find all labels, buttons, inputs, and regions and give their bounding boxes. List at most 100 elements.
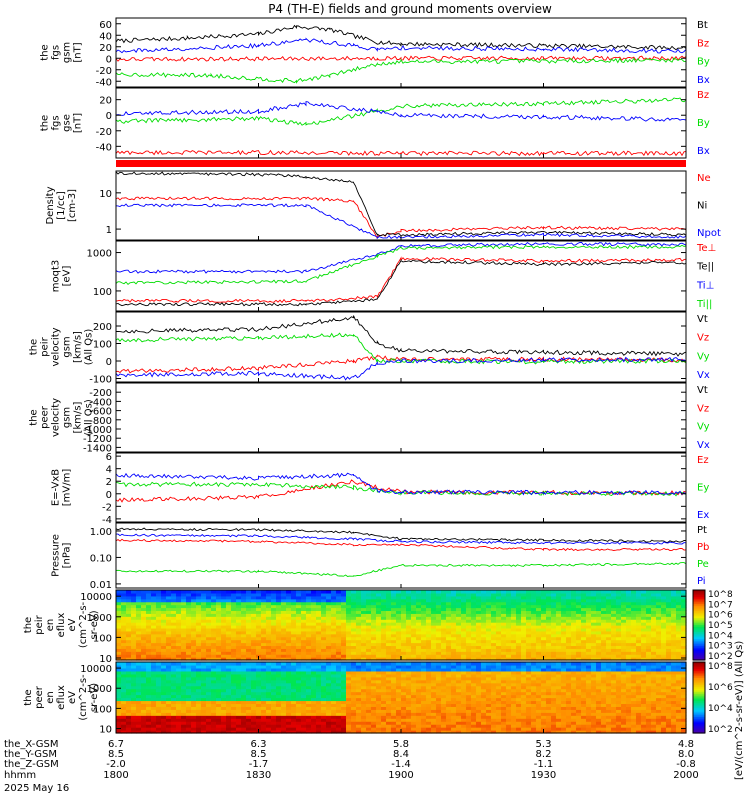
heatmap-cell <box>501 590 507 594</box>
y-axis-label: [km/s] <box>73 401 84 433</box>
y-axis-label: peer <box>40 405 51 429</box>
heatmap-cell <box>461 590 467 594</box>
heatmap-cell <box>141 662 147 666</box>
heatmap-cell <box>621 590 627 594</box>
heatmap-cell <box>391 590 397 594</box>
heatmap-cell <box>491 662 497 666</box>
heatmap-cell <box>146 590 152 594</box>
heatmap-cell <box>311 662 317 666</box>
heatmap-cell <box>581 590 587 594</box>
y-tick-label: 0 <box>106 490 112 501</box>
legend-label: Bx <box>697 146 710 157</box>
heatmap-cell <box>321 590 327 594</box>
y-axis-label: gse <box>62 114 73 132</box>
y-axis-label: [nPa] <box>62 542 73 568</box>
heatmap-cell <box>551 590 557 594</box>
legend-label: Ni <box>697 201 707 212</box>
y-axis-label: the <box>23 617 34 633</box>
colorbar-tick-label: 10^5 <box>708 621 733 631</box>
heatmap-cell <box>181 662 187 666</box>
heatmap-cell <box>156 662 162 666</box>
y-tick-label: 0 <box>106 111 112 122</box>
panel-frame <box>116 241 686 311</box>
y-tick-label: 20 <box>99 43 112 54</box>
y-axis-label: Pressure <box>51 534 62 577</box>
heatmap-cell <box>251 662 257 666</box>
heatmap-cell <box>536 590 542 594</box>
heatmap-cell <box>546 590 552 594</box>
heatmap-cell <box>391 662 397 666</box>
heatmap-cell <box>386 662 392 666</box>
heatmap-cell <box>241 590 247 594</box>
colorbar-tick-label: 10^2 <box>708 652 733 662</box>
heatmap-cell <box>336 590 342 594</box>
panel-frame <box>116 523 686 588</box>
heatmap-cell <box>601 590 607 594</box>
heatmap-cell <box>176 662 182 666</box>
heatmap-cell <box>486 590 492 594</box>
y-tick-label: 100 <box>93 287 112 298</box>
panel-frame <box>116 453 686 522</box>
heatmap-cell <box>616 590 622 594</box>
heatmap-cell <box>281 662 287 666</box>
colorbar-tick-label: 10^3 <box>708 642 733 652</box>
y-tick-label: -20 <box>96 66 112 77</box>
heatmap-cell <box>431 590 437 594</box>
y-axis-label: sr-eV) <box>89 610 100 639</box>
heatmap-cell <box>246 662 252 666</box>
heatmap-cell <box>266 590 272 594</box>
heatmap-cell <box>556 590 562 594</box>
heatmap-cell <box>576 590 582 594</box>
heatmap-cell <box>451 662 457 666</box>
heatmap-cell <box>306 662 312 666</box>
heatmap-cell <box>641 590 647 594</box>
heatmap-cell <box>451 590 457 594</box>
heatmap-cell <box>591 590 597 594</box>
series-line-ti|| <box>116 245 686 284</box>
y-tick-label: 4 <box>106 465 112 476</box>
legend-label: Ti|| <box>696 299 712 310</box>
heatmap-cell <box>206 590 212 594</box>
heatmap-cell <box>271 662 277 666</box>
heatmap-cell <box>531 590 537 594</box>
legend-label: Ex <box>697 510 709 521</box>
heatmap-cell <box>361 590 367 594</box>
y-axis-label: (cm^2-s- <box>78 601 89 648</box>
heatmap-cell <box>406 662 412 666</box>
heatmap-cell <box>131 590 137 594</box>
heatmap-cell <box>366 662 372 666</box>
heatmap-cell <box>296 590 302 594</box>
heatmap-cell <box>461 662 467 666</box>
heatmap-cell <box>326 590 332 594</box>
legend-label: Pe <box>697 559 709 570</box>
y-axis-label: E=-VxB <box>51 469 62 506</box>
y-axis-label: fgs <box>51 45 62 60</box>
heatmap-cell <box>181 590 187 594</box>
heatmap-cell <box>321 662 327 666</box>
heatmap-cell <box>316 590 322 594</box>
series-line-pe <box>116 563 686 577</box>
heatmap-cell <box>116 662 122 666</box>
heatmap-cell <box>301 590 307 594</box>
heatmap-cell <box>116 590 122 594</box>
heatmap-cell <box>191 590 197 594</box>
heatmap-cell <box>656 590 662 594</box>
heatmap-cell <box>236 662 242 666</box>
heatmap-cell <box>186 590 192 594</box>
separator-band <box>116 160 686 167</box>
legend-label: Vx <box>697 370 710 381</box>
y-axis-label: (All Qs) <box>84 399 95 436</box>
heatmap-cell <box>506 590 512 594</box>
y-axis-label: gsm <box>62 336 73 357</box>
heatmap-cell <box>306 590 312 594</box>
y-tick-label: 0.01 <box>90 580 112 591</box>
heatmap-cell <box>491 590 497 594</box>
y-tick-label: -20 <box>96 127 112 138</box>
heatmap-cell <box>166 662 172 666</box>
heatmap-cell <box>476 590 482 594</box>
heatmap-cell <box>561 590 567 594</box>
heatmap-cell <box>226 662 232 666</box>
heatmap-cell <box>436 662 442 666</box>
